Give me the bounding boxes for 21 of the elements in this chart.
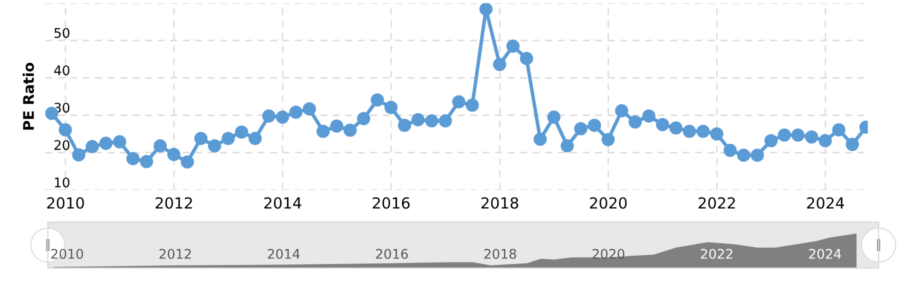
x-tick-label: 2024	[809, 248, 842, 259]
x-tick-label: 2018	[481, 197, 518, 209]
x-tick-label: 2014	[268, 248, 300, 259]
x-tick-label: 2010	[51, 248, 84, 259]
x-tick-label: 2012	[156, 197, 192, 209]
y-tick-label: 40	[54, 65, 70, 76]
x-tick-label: 2020	[592, 248, 624, 259]
x-tick-label: 2020	[590, 197, 627, 209]
y-tick-label: 50	[54, 28, 70, 38]
y-tick-label: 10	[54, 177, 70, 188]
y-tick-label: 20	[54, 140, 70, 150]
x-tick-label: 2022	[700, 248, 732, 259]
x-tick-label: 2012	[160, 248, 191, 259]
x-tick-label: 2014	[264, 197, 302, 209]
x-tick-label: 2010	[47, 197, 84, 209]
x-tick-label: 2018	[484, 248, 516, 259]
x-tick-label: 2022	[698, 197, 735, 209]
x-tick-label: 2024	[807, 197, 844, 209]
x-tick-label: 2016	[372, 197, 410, 209]
x-tick-label: 2016	[376, 248, 408, 259]
y-axis-title: PE Ratio	[22, 62, 34, 130]
